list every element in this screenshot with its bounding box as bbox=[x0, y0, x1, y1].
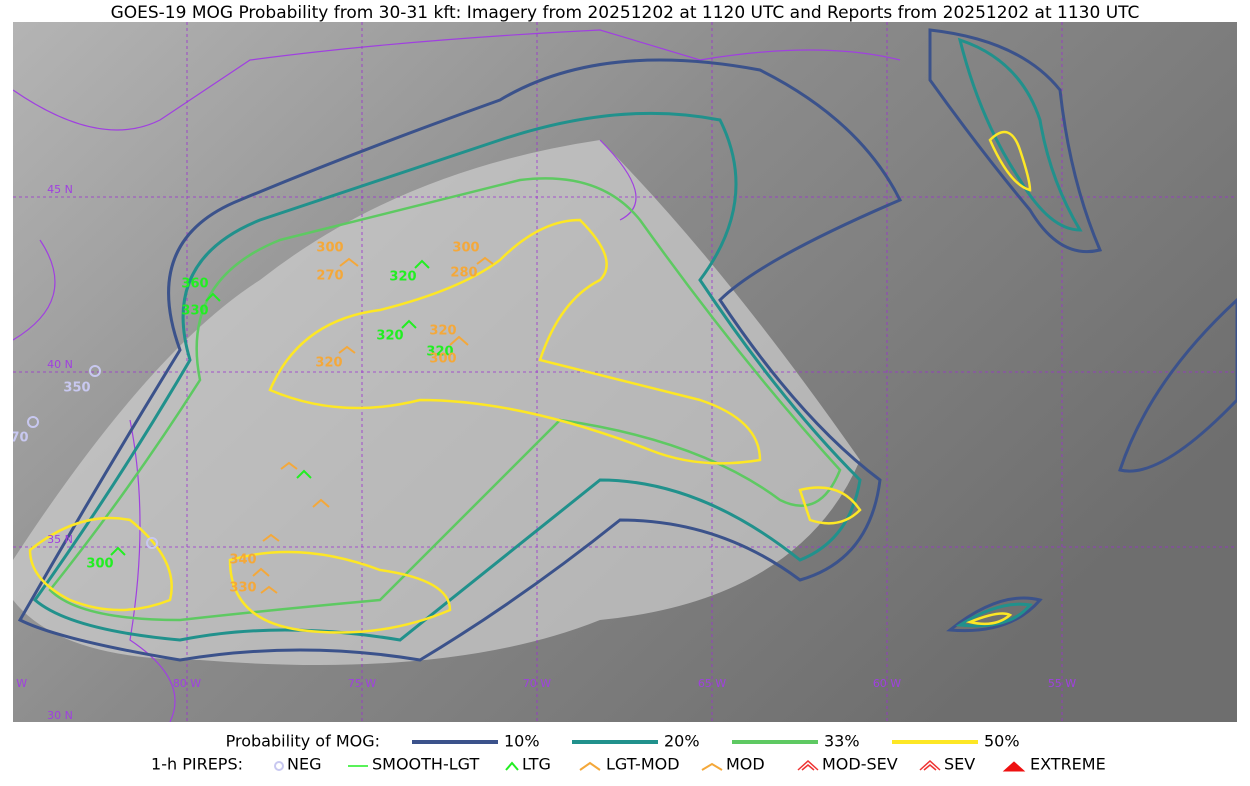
legend-icon bbox=[274, 761, 284, 771]
contours bbox=[17, 28, 1237, 662]
pirep-label: 300 bbox=[86, 557, 113, 572]
pirep-label: 320 bbox=[389, 270, 416, 285]
legend: Probability of MOG: 10% 20% 33% 50% 1-h … bbox=[151, 732, 1106, 774]
pirep-label: 300 bbox=[429, 352, 456, 367]
legend-title: 1-h PIREPS: bbox=[151, 755, 243, 774]
pirep-labels: 300 270 320 300 280 360 330 320 320 320 … bbox=[1, 241, 480, 596]
legend-icon bbox=[1002, 761, 1026, 772]
pirep-label: 330 bbox=[229, 581, 256, 596]
pirep-label: 320 bbox=[315, 356, 342, 371]
legend-icon bbox=[505, 761, 519, 771]
lat-label: 45 N bbox=[47, 183, 73, 196]
grid-labels: 85 W 80 W 75 W 70 W 65 W 60 W 55 W 45 N … bbox=[0, 183, 1076, 722]
legend-icon bbox=[797, 759, 819, 771]
legend-item: LGT-MOD bbox=[606, 755, 680, 774]
legend-item: 20% bbox=[664, 732, 700, 751]
lat-label: 35 N bbox=[47, 533, 73, 546]
legend-item: LTG bbox=[522, 755, 551, 774]
lon-label: 75 W bbox=[348, 677, 376, 690]
pirep-label: 300 bbox=[316, 241, 343, 256]
legend-item: MOD bbox=[726, 755, 765, 774]
pirep-label: 360 bbox=[181, 277, 208, 292]
title: GOES-19 MOG Probability from 30-31 kft: … bbox=[111, 3, 1140, 23]
pirep-label: 370 bbox=[1, 431, 28, 446]
legend-title: Probability of MOG: bbox=[226, 732, 380, 751]
legend-item: NEG bbox=[287, 755, 321, 774]
pirep-icons bbox=[27, 256, 494, 594]
pirep-label: 330 bbox=[181, 304, 208, 319]
lon-label: 55 W bbox=[1048, 677, 1076, 690]
legend-item: 10% bbox=[504, 732, 540, 751]
legend-item: EXTREME bbox=[1030, 755, 1106, 774]
map: 300 270 320 300 280 360 330 320 320 320 … bbox=[0, 22, 1237, 722]
lon-label: 65 W bbox=[698, 677, 726, 690]
pirep-label: 270 bbox=[316, 269, 343, 284]
legend-icon bbox=[919, 759, 941, 771]
cloud bbox=[13, 140, 860, 665]
pirep-label: 300 bbox=[452, 241, 479, 256]
lat-label: 40 N bbox=[47, 358, 73, 371]
pirep-label: 320 bbox=[429, 324, 456, 339]
legend-item: 50% bbox=[984, 732, 1020, 751]
pirep-label: 350 bbox=[63, 381, 90, 396]
lon-label: 80 W bbox=[173, 677, 201, 690]
lon-label: 85 W bbox=[0, 677, 27, 690]
pirep-label: 320 bbox=[426, 345, 453, 360]
lon-label: 70 W bbox=[523, 677, 551, 690]
legend-icon bbox=[701, 762, 723, 771]
pirep-label: 340 bbox=[229, 553, 256, 568]
lat-label: 30 N bbox=[47, 709, 73, 722]
legend-item: SEV bbox=[944, 755, 975, 774]
lon-label: 60 W bbox=[873, 677, 901, 690]
legend-item: MOD-SEV bbox=[822, 755, 898, 774]
pirep-label: 280 bbox=[450, 266, 477, 281]
legend-item: 33% bbox=[824, 732, 860, 751]
coastline bbox=[13, 29, 901, 722]
pirep-label: 320 bbox=[376, 329, 403, 344]
legend-item: SMOOTH-LGT bbox=[372, 755, 479, 774]
legend-icon bbox=[579, 761, 601, 771]
